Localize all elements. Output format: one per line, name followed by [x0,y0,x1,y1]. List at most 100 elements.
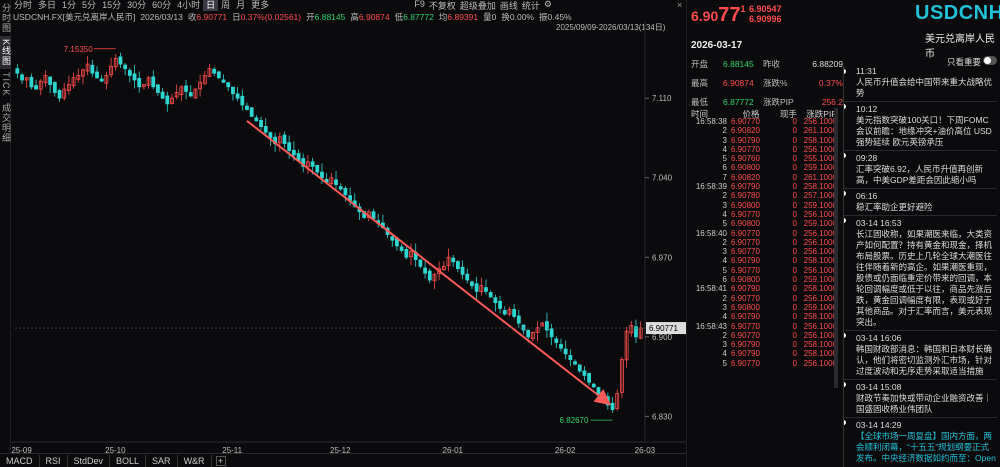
tab-trade-detail[interactable]: 成交明细 [1,102,11,143]
tick-row: 16:58:40 6.90770 0 256.1000 [691,229,837,238]
view-tabs: 分时图 K线图 TICK 成交明细 [0,0,11,453]
news-item[interactable]: 03-14 16:06 韩国财政部消息：韩国和日本财长确认，他们将密切监测外汇市场… [844,330,997,377]
period-30m[interactable]: 30分 [127,0,147,10]
avg-value: 6.89391 [447,11,479,22]
tick-cell: 0 [792,302,797,312]
candle-body [479,285,484,292]
candle-body [226,82,231,88]
add-indicator-button[interactable]: + [215,455,226,466]
candle-body [418,259,423,267]
f9-button[interactable]: F9 [414,0,425,9]
indicator-rsi[interactable]: RSI [40,454,68,467]
news-time: 03-14 16:06 [856,333,902,343]
tick-cell: 16:58:40 [695,228,727,238]
indicator-sar[interactable]: SAR [146,454,178,467]
tick-table[interactable]: 16:58:38 6.90770 0 256.1000 2 6.90820 0 261.100… [691,117,837,368]
tick-cell: 255.1000 [803,154,837,164]
tick-row: 16:58:39 6.90790 0 258.1000 [691,182,837,191]
indicator-macd[interactable]: MACD [0,454,40,467]
tick-row: 4 6.90790 0 258.1000 [691,312,837,321]
last-price-tick: 1 [740,4,746,14]
candle-body [15,68,20,74]
tick-scrollbar[interactable] [834,108,838,388]
news-item[interactable]: 03-14 15:08 财政节奏加快或带动企业融资改善｜国盛固收杨业伟团队 [844,379,997,415]
period-day[interactable]: 日 [203,0,219,11]
candle-body [71,77,76,87]
candle-body [526,329,531,338]
news-item[interactable]: 03-14 16:53 长江固收称，如果潮医来临，大类资产如何配置？持有黄金和现金… [844,215,997,328]
tick-cell: 6.90790 [731,135,760,145]
period-month[interactable]: 月 [236,0,246,10]
tab-kline[interactable]: K线图 [0,36,11,70]
tick-cell: 0 [792,182,797,192]
period-1m[interactable]: 1分 [62,0,77,10]
tick-cell: 6.90770 [731,237,760,247]
tab-timeshare[interactable]: 分时图 [1,3,11,33]
candle-body [62,88,67,99]
tick-cell: 256.1000 [803,247,837,257]
tick-cell: 2 [722,293,727,303]
candle-body [310,161,315,167]
period-60m[interactable]: 60分 [152,0,172,10]
indicator-boll[interactable]: BOLL [110,454,147,467]
tick-row: 5 6.90760 0 255.1000 [691,154,837,163]
period-multiday[interactable]: 多日 [38,0,57,10]
tick-cell: 3 [722,135,727,145]
close-icon[interactable]: × [677,0,683,10]
period-4h[interactable]: 4小时 [177,0,201,10]
tick-cell: 258.1000 [803,284,837,294]
draw-line-button[interactable]: 画线 [499,1,518,11]
news-item[interactable]: 06:16 稳汇率助企更好避险 [844,188,997,213]
candle-body [66,84,71,91]
tick-cell: 6.90770 [731,265,760,275]
close-value: 6.90771 [196,11,228,22]
period-15m[interactable]: 15分 [102,0,122,10]
date-range[interactable]: 2025/09/09-2026/03/13(134日) [556,23,666,32]
tick-row: 6 6.90800 0 259.1000 [691,275,837,284]
tab-tick[interactable]: TICK [1,72,11,97]
period-timeshare[interactable]: 分时 [14,0,33,10]
period-5m[interactable]: 5分 [82,0,97,10]
tick-cell: 4 [722,144,727,154]
candle-body [202,75,207,85]
tick-cell: 6.90780 [731,191,760,201]
news-item[interactable]: 09:28 汇率突破6.92，人民币升值再创新高，中美GDP差距会因此缩小吗 [844,150,997,186]
tick-cell: 0 [792,191,797,201]
news-feed[interactable]: 11:31 人民币升值会给中国带来重大战略优势 10:12 美元指数突破100关口！下… [843,66,997,467]
tick-cell: 6.90770 [731,358,760,368]
tick-cell: 2 [722,330,727,340]
period-more[interactable]: 更多 [251,0,270,10]
candle-body [118,56,123,65]
candle-body [216,71,221,79]
adjust-dropdown[interactable]: 不复权 [428,1,456,11]
period-week[interactable]: 周 [221,0,231,10]
indicator-wr[interactable]: W&R [178,454,212,467]
candle-body [484,287,488,292]
tick-cell: 4 [722,256,727,266]
tick-cell: 7 [722,172,727,182]
candle-body [240,95,245,106]
candle-body [502,310,507,315]
indicator-stddev[interactable]: StdDev [68,454,111,467]
overlay-button[interactable]: 超级叠加 [459,1,496,11]
kline-chart-svg[interactable]: 7.110 7.040 6.970 6.900 6.830 25-09 25-10 25-11… [11,22,686,455]
candle-body [113,58,118,68]
settings-icon[interactable]: ⚙ [543,0,552,9]
kline-chart[interactable]: 7.110 7.040 6.970 6.900 6.830 25-09 25-10 25-11… [11,22,686,455]
stats-button[interactable]: 统计 [521,1,540,11]
stats-row: 开盘 6.88145 昨收 6.88209 [691,58,843,69]
candle-body [516,315,521,324]
important-only-toggle[interactable] [983,56,997,65]
candle-body [95,71,99,79]
news-item[interactable]: 11:31 人民币升值会给中国带来重大战略优势 [844,66,997,99]
candle-body [146,77,151,86]
candle-body [291,149,296,156]
x-tick-label: 25-10 [105,446,126,453]
tick-cell: 0 [792,135,797,145]
news-item[interactable]: 10:12 美元指数突破100关口！下周FOMC会议前瞻：地缘冲突+油价高位 US… [844,101,997,148]
news-item[interactable]: 03-14 14:29 【全球市场一周复盘】国内方面，两会顺利闭幕，“十五五”规划… [844,417,997,464]
tick-cell: 259.1000 [803,302,837,312]
candle-body [488,292,493,298]
candle-body [451,257,456,263]
important-only-toggle-row: 只看重要 [843,56,999,68]
